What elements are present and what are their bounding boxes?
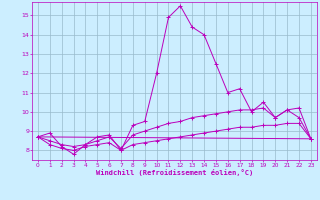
X-axis label: Windchill (Refroidissement éolien,°C): Windchill (Refroidissement éolien,°C) bbox=[96, 169, 253, 176]
